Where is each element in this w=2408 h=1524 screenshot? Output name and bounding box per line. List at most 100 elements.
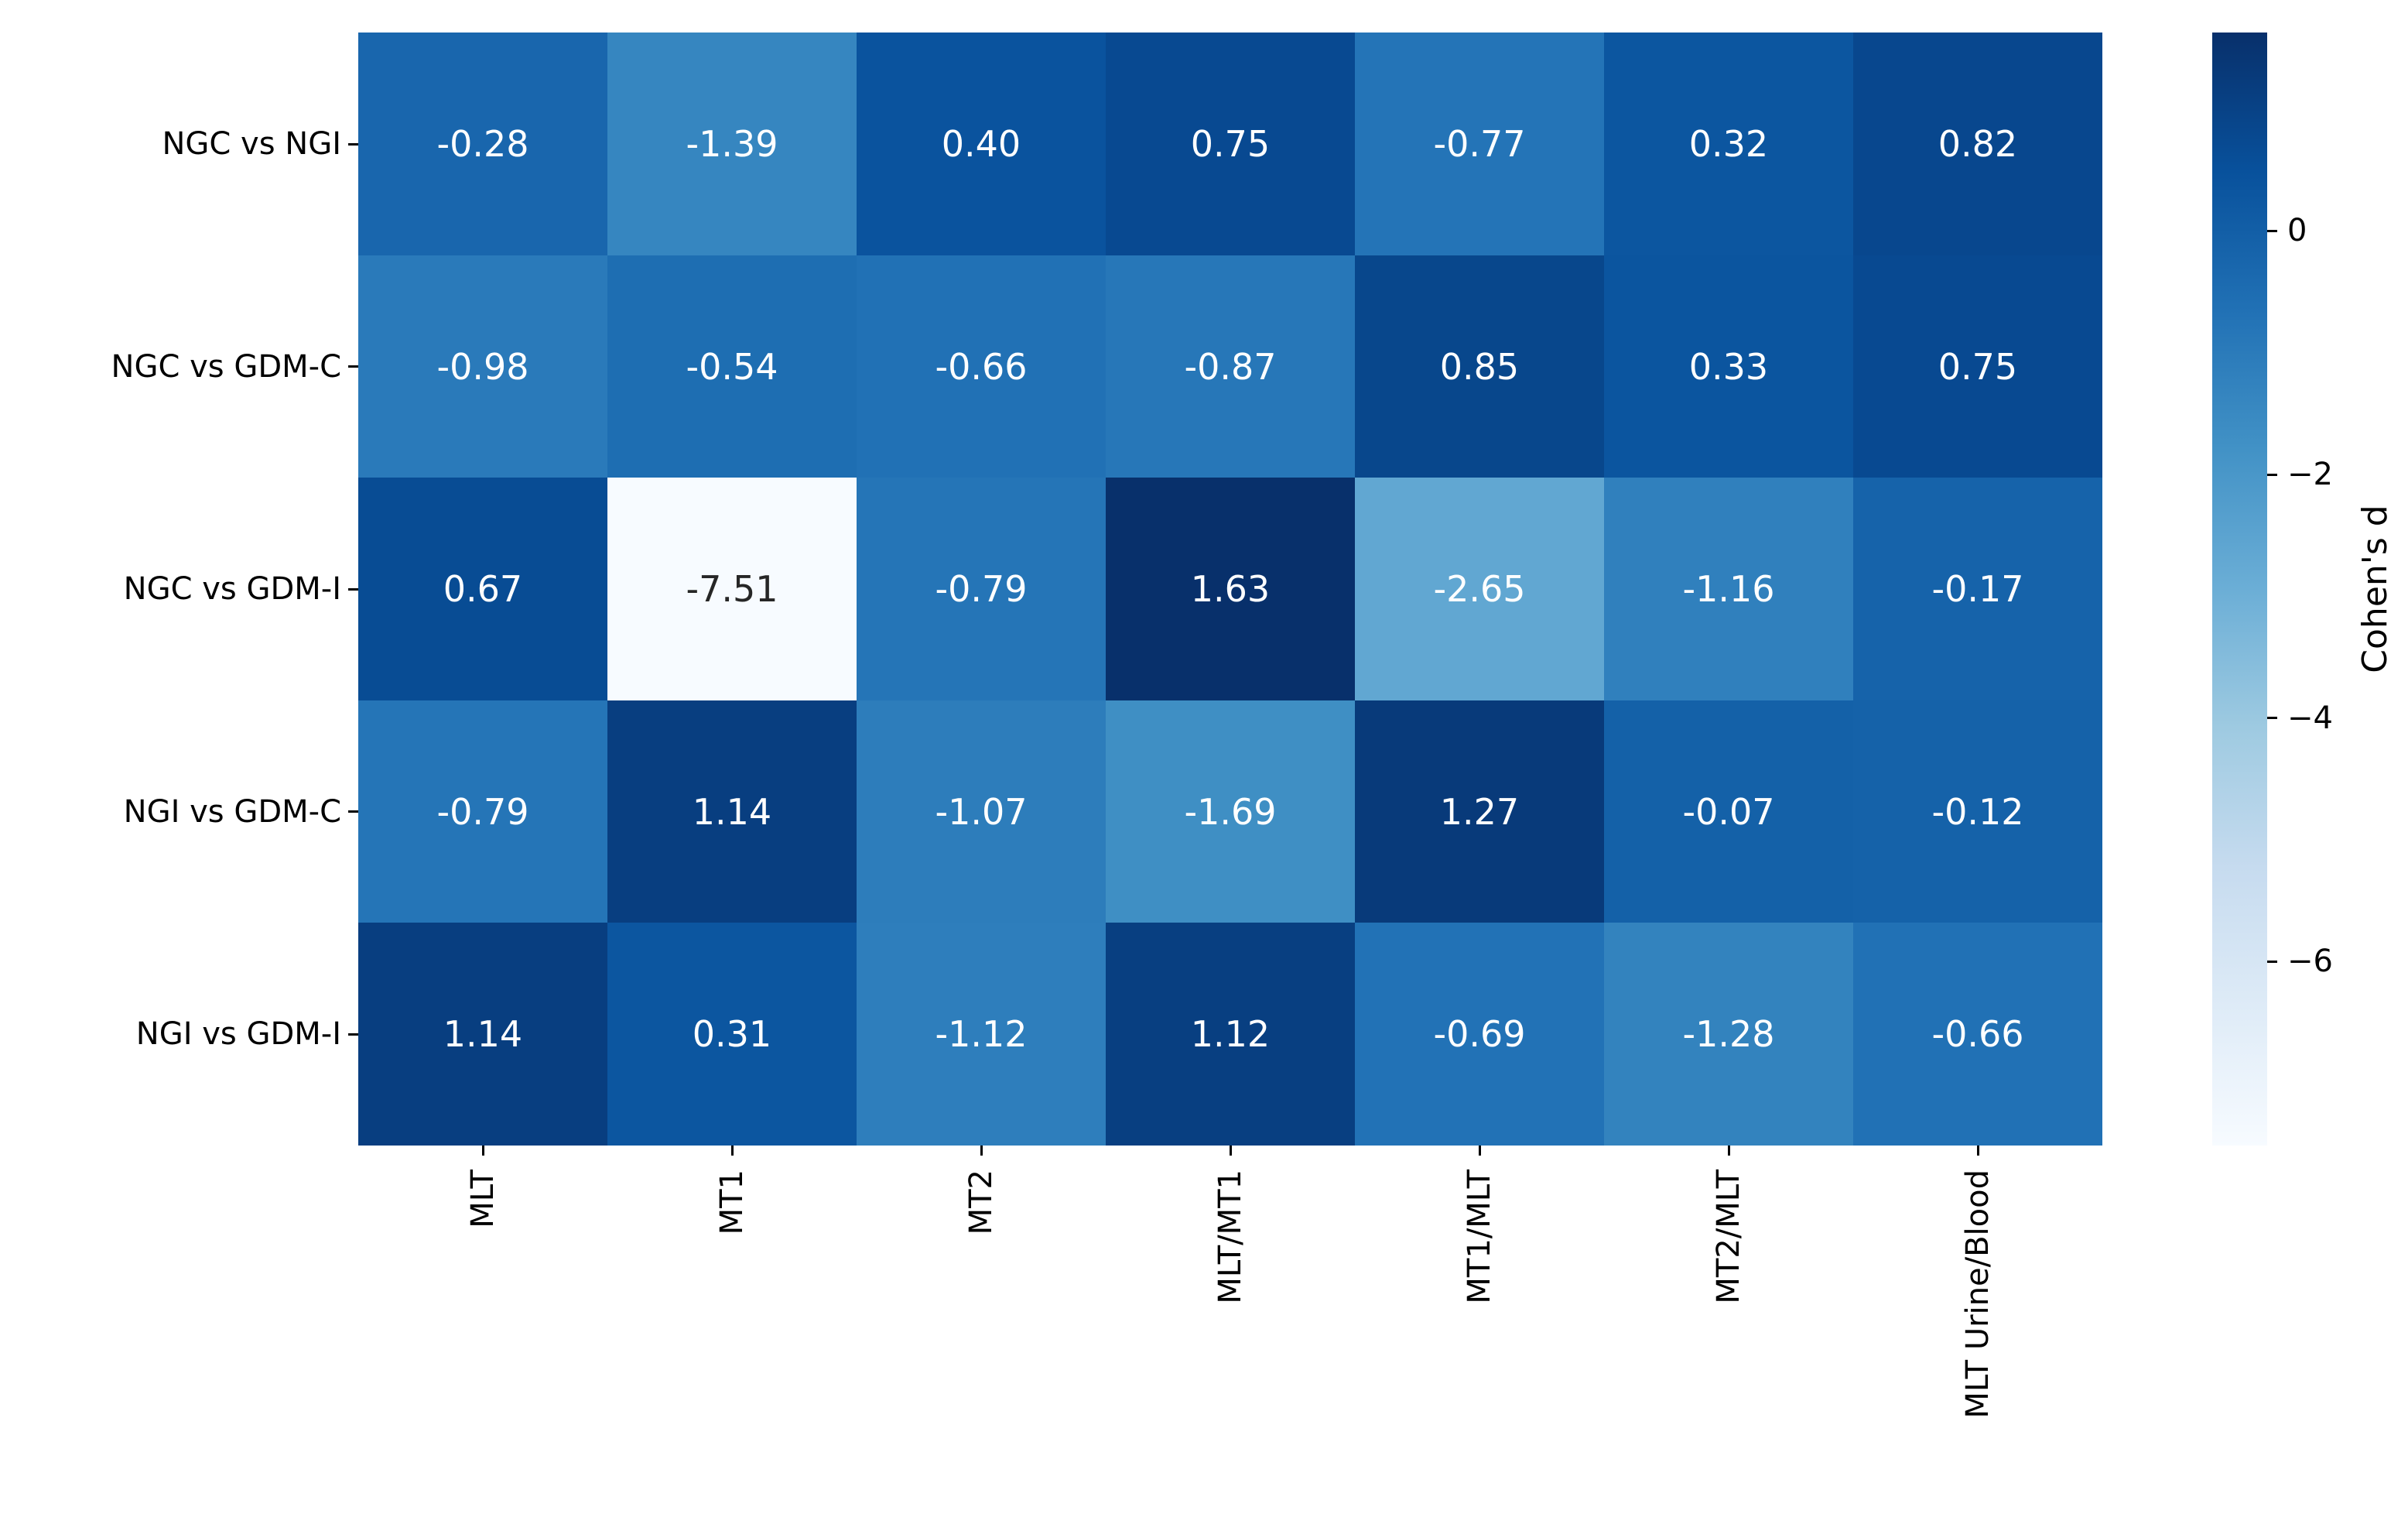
heatmap-cell-value: 0.85 xyxy=(1439,345,1520,388)
heatmap-cell-value: -0.79 xyxy=(935,568,1028,610)
heatmap-cell-value: 0.82 xyxy=(1938,123,2018,165)
heatmap-cell-value: -0.28 xyxy=(436,123,529,165)
heatmap-cell: 0.31 xyxy=(607,923,857,1146)
heatmap-cell: -0.28 xyxy=(358,33,607,255)
heatmap-cell: -0.79 xyxy=(857,478,1106,700)
y-axis-tick xyxy=(348,1033,358,1036)
y-axis-tick xyxy=(348,588,358,591)
heatmap-cell-value: -0.98 xyxy=(436,345,529,388)
x-tick-label-mt1: MT1 xyxy=(714,1170,750,1235)
heatmap-cell-value: -0.12 xyxy=(1931,790,2024,833)
heatmap-cell: -0.66 xyxy=(1853,923,2102,1146)
x-axis-tick xyxy=(1230,1146,1232,1156)
heatmap-cell-value: 0.40 xyxy=(941,123,1021,165)
y-tick-label-ngc-vs-ngi: NGC vs NGI xyxy=(162,126,341,162)
colorbar-tick xyxy=(2267,230,2277,232)
heatmap-cell-value: 0.32 xyxy=(1688,123,1769,165)
heatmap-cell-value: 1.14 xyxy=(443,1013,523,1055)
heatmap-cell: -1.07 xyxy=(857,700,1106,923)
heatmap-cell: -0.79 xyxy=(358,700,607,923)
y-axis-tick xyxy=(348,365,358,368)
heatmap-cell: 0.82 xyxy=(1853,33,2102,255)
colorbar-gradient xyxy=(2212,33,2267,1146)
colorbar-tick xyxy=(2267,961,2277,963)
x-axis-tick xyxy=(1977,1146,1979,1156)
heatmap-cell: -0.87 xyxy=(1106,255,1355,478)
x-axis-tick xyxy=(731,1146,734,1156)
y-tick-label-ngi-vs-gdm-c: NGI vs GDM-C xyxy=(123,793,341,830)
heatmap-cell-value: -0.17 xyxy=(1931,568,2024,610)
colorbar-tick-label: −4 xyxy=(2287,700,2333,736)
heatmap-cell: 0.32 xyxy=(1604,33,1853,255)
heatmap-cell: 0.85 xyxy=(1355,255,1604,478)
heatmap-cell-value: -1.07 xyxy=(935,790,1028,833)
heatmap-cell-value: -1.39 xyxy=(686,123,778,165)
heatmap-cell-value: -0.69 xyxy=(1433,1013,1526,1055)
x-axis-tick xyxy=(1479,1146,1481,1156)
heatmap-cell-value: -0.66 xyxy=(935,345,1028,388)
colorbar-axis-label: Cohen's d xyxy=(2355,505,2395,673)
heatmap-cell-value: 1.14 xyxy=(692,790,772,833)
heatmap-cell: 0.75 xyxy=(1853,255,2102,478)
colorbar-tick-label: 0 xyxy=(2287,213,2307,248)
x-axis-tick xyxy=(482,1146,484,1156)
x-axis-tick xyxy=(980,1146,983,1156)
heatmap-cell: -0.54 xyxy=(607,255,857,478)
x-tick-label-mlt-mt1: MLT/MT1 xyxy=(1213,1170,1248,1304)
heatmap-cell-value: -1.69 xyxy=(1184,790,1277,833)
heatmap-cell: 0.40 xyxy=(857,33,1106,255)
y-axis-tick xyxy=(348,810,358,813)
x-tick-label-mt2: MT2 xyxy=(963,1170,999,1235)
heatmap-cell: -0.69 xyxy=(1355,923,1604,1146)
x-tick-label-mlt-urine-blood: MLT Urine/Blood xyxy=(1960,1170,1996,1419)
heatmap-cell-value: -0.07 xyxy=(1682,790,1775,833)
colorbar-tick xyxy=(2267,474,2277,476)
heatmap-cell-value: -2.65 xyxy=(1433,568,1526,610)
heatmap-cell-value: -1.16 xyxy=(1682,568,1775,610)
heatmap-cell-value: -0.54 xyxy=(686,345,778,388)
heatmap-cell-value: 0.75 xyxy=(1190,123,1271,165)
heatmap-cell: 1.27 xyxy=(1355,700,1604,923)
heatmap-cell-value: -0.79 xyxy=(436,790,529,833)
heatmap-cell: 0.75 xyxy=(1106,33,1355,255)
heatmap-cell: -1.12 xyxy=(857,923,1106,1146)
heatmap-cell-value: 1.12 xyxy=(1190,1013,1271,1055)
heatmap-cell: 1.63 xyxy=(1106,478,1355,700)
heatmap-cell: -2.65 xyxy=(1355,478,1604,700)
heatmap-cell: -0.07 xyxy=(1604,700,1853,923)
x-tick-label-mt2-mlt: MT2/MLT xyxy=(1711,1170,1746,1304)
heatmap-cell: -0.66 xyxy=(857,255,1106,478)
colorbar-tick-label: −2 xyxy=(2287,457,2333,492)
y-tick-label-ngi-vs-gdm-i: NGI vs GDM-I xyxy=(135,1016,341,1052)
heatmap-cell: 1.12 xyxy=(1106,923,1355,1146)
heatmap-cell-value: 1.63 xyxy=(1190,568,1271,610)
x-tick-label-mt1-mlt: MT1/MLT xyxy=(1462,1170,1497,1304)
heatmap-cell-value: 0.31 xyxy=(692,1013,772,1055)
heatmap-cell: -0.77 xyxy=(1355,33,1604,255)
heatmap-cell-value: -1.28 xyxy=(1682,1013,1775,1055)
heatmap-cell: 1.14 xyxy=(358,923,607,1146)
heatmap-cell-value: -1.12 xyxy=(935,1013,1028,1055)
y-tick-label-ngc-vs-gdm-c: NGC vs GDM-C xyxy=(111,348,341,385)
heatmap-cell: -7.51 xyxy=(607,478,857,700)
heatmap-cell: -1.28 xyxy=(1604,923,1853,1146)
colorbar-tick xyxy=(2267,717,2277,719)
heatmap-cell: 1.14 xyxy=(607,700,857,923)
heatmap-cell-value: -0.77 xyxy=(1433,123,1526,165)
y-tick-label-ngc-vs-gdm-i: NGC vs GDM-I xyxy=(123,571,341,607)
colorbar-tick-label: −6 xyxy=(2287,944,2333,979)
heatmap-cell-value: 1.27 xyxy=(1439,790,1520,833)
heatmap-cell-value: -7.51 xyxy=(686,568,778,610)
heatmap-cell: -0.17 xyxy=(1853,478,2102,700)
y-axis-tick xyxy=(348,143,358,146)
heatmap-cell: -1.69 xyxy=(1106,700,1355,923)
heatmap-cell: -0.12 xyxy=(1853,700,2102,923)
heatmap-cell-value: -0.87 xyxy=(1184,345,1277,388)
heatmap-cell-value: -0.66 xyxy=(1931,1013,2024,1055)
x-axis-tick xyxy=(1728,1146,1730,1156)
heatmap-cell-value: 0.67 xyxy=(443,568,523,610)
heatmap-cell: 0.33 xyxy=(1604,255,1853,478)
x-tick-label-mlt: MLT xyxy=(465,1170,501,1228)
heatmap-cell: 0.67 xyxy=(358,478,607,700)
